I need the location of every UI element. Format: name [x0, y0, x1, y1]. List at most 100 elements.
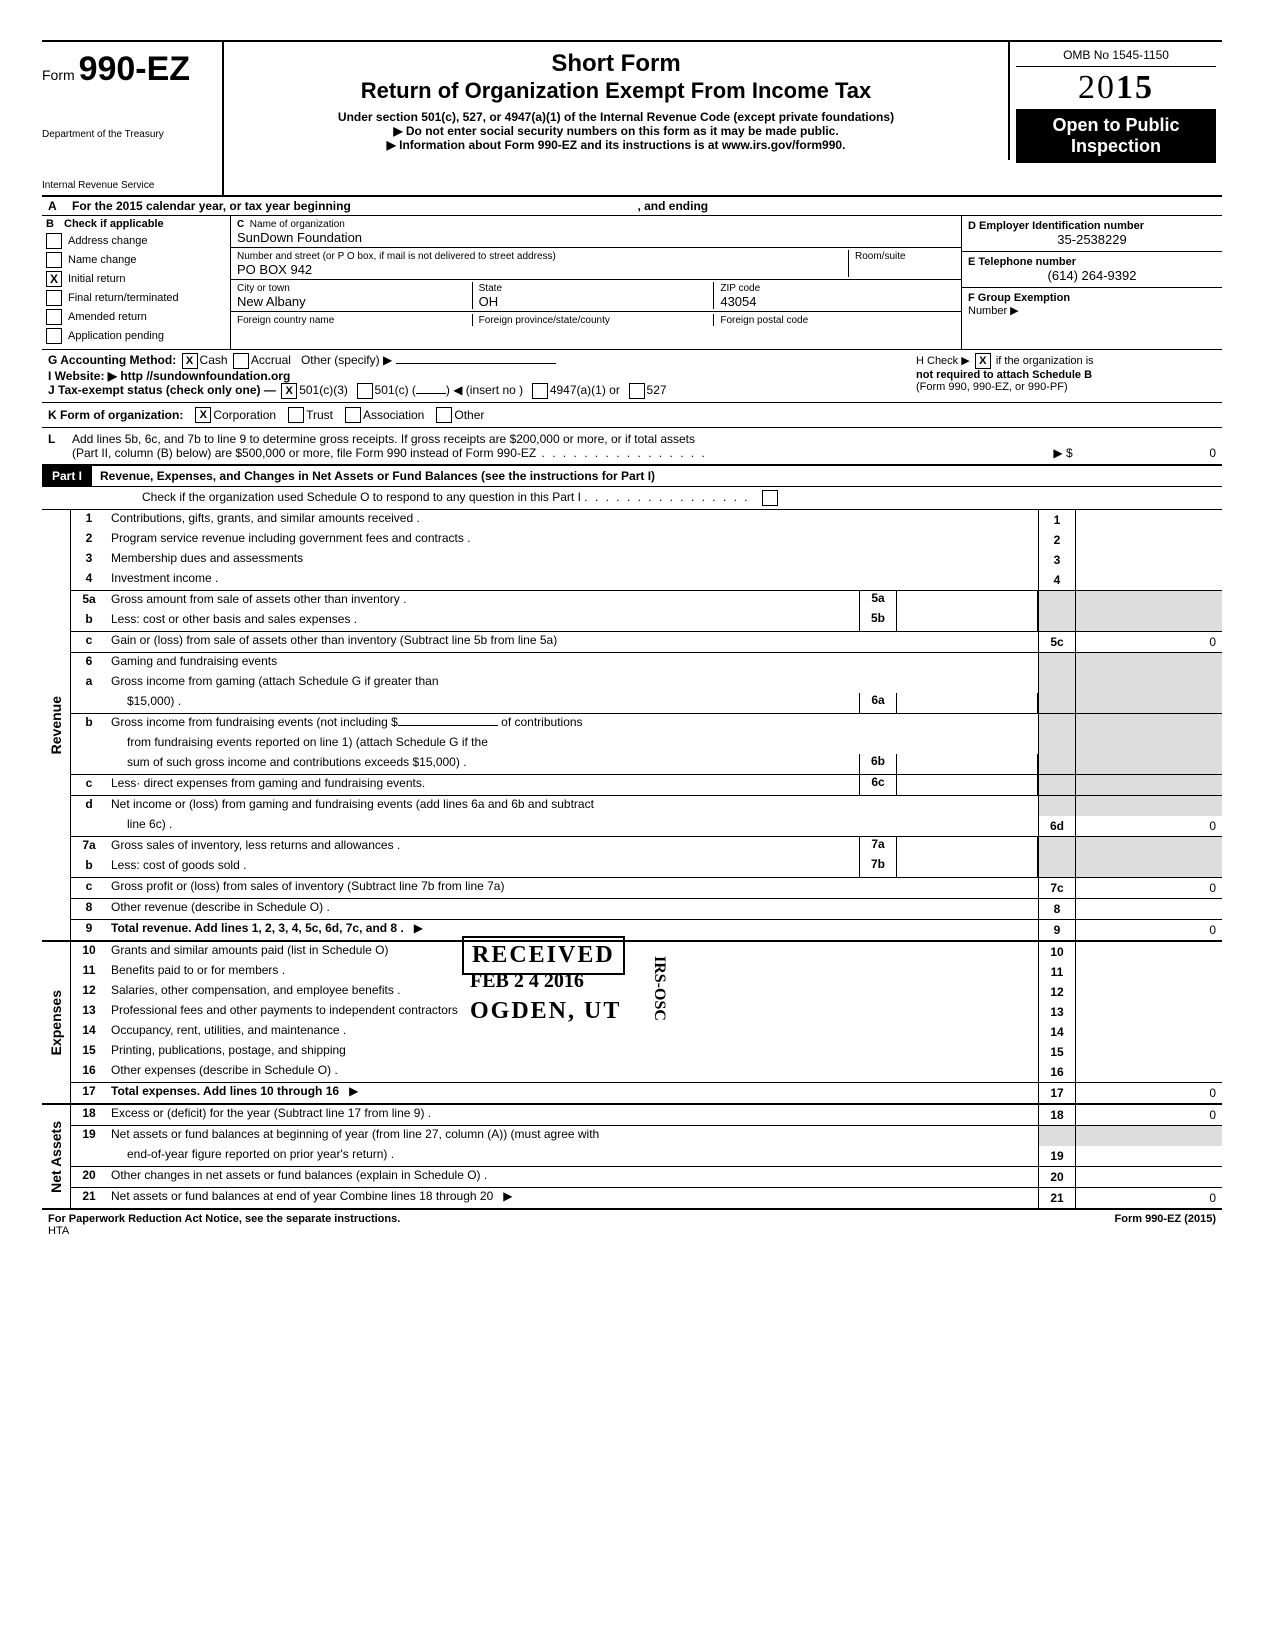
line-8: Other revenue (describe in Schedule O) .	[107, 899, 1038, 919]
form-label: Form 990-EZ Department of the Treasury I…	[42, 42, 224, 195]
line-6b3: sum of such gross income and contributio…	[107, 754, 859, 774]
val-21: 0	[1076, 1188, 1222, 1208]
lbl-final-return: Final return/terminated	[68, 292, 179, 304]
lbl-501c3: 501(c)(3)	[299, 383, 348, 397]
label-K: K Form of organization:	[48, 408, 183, 422]
omb-number: OMB No 1545-1150	[1016, 48, 1216, 67]
rowA-text: For the 2015 calendar year, or tax year …	[72, 199, 351, 213]
org-city: New Albany	[237, 294, 306, 309]
line-1: Contributions, gifts, grants, and simila…	[107, 510, 1038, 530]
L-text2: (Part II, column (B) below) are $500,000…	[72, 446, 536, 460]
ck-association[interactable]	[345, 407, 361, 423]
arrow-info: ▶ Information about Form 990-EZ and its …	[234, 138, 998, 152]
ck-527[interactable]	[629, 383, 645, 399]
label-L: L	[48, 432, 72, 460]
ck-accrual[interactable]	[233, 353, 249, 369]
ck-address-change[interactable]	[46, 233, 62, 249]
footer: For Paperwork Reduction Act Notice, see …	[42, 1210, 1222, 1240]
lbl-accrual: Accrual	[251, 353, 291, 367]
addr-label: Number and street (or P O box, if mail i…	[237, 251, 556, 262]
rowA-ending: , and ending	[637, 199, 708, 213]
line-7b: Less: cost of goods sold .	[107, 857, 859, 877]
label-A: A	[48, 199, 72, 213]
lbl-other-method: Other (specify) ▶	[301, 353, 392, 367]
line-17: Total expenses. Add lines 10 through 16	[111, 1084, 339, 1098]
line-6b1b: of contributions	[501, 715, 582, 729]
phone-label: E Telephone number	[968, 256, 1216, 268]
other-method-field[interactable]	[396, 363, 556, 364]
line-3: Membership dues and assessments	[107, 550, 1038, 570]
side-revenue-text: Revenue	[48, 696, 64, 754]
group-exemption-label: F Group Exemption	[968, 292, 1216, 304]
title-short-form: Short Form	[234, 50, 998, 78]
line-7a: Gross sales of inventory, less returns a…	[107, 837, 859, 857]
col-B: B Check if applicable Address change Nam…	[42, 216, 231, 349]
val-7c: 0	[1076, 878, 1222, 898]
line-16: Other expenses (describe in Schedule O) …	[107, 1062, 1038, 1082]
foreign-country-label: Foreign country name	[237, 315, 334, 326]
val-6d: 0	[1076, 816, 1222, 836]
L-arrow: ▶ $	[1053, 446, 1072, 460]
H-text4: (Form 990, 990-EZ, or 990-PF)	[916, 381, 1068, 393]
line-14: Occupancy, rent, utilities, and maintena…	[107, 1022, 1038, 1042]
footer-paperwork: For Paperwork Reduction Act Notice, see …	[48, 1213, 400, 1225]
ck-501c3[interactable]: X	[281, 383, 297, 399]
title-block: Short Form Return of Organization Exempt…	[224, 42, 1010, 160]
part-I-tag: Part I	[42, 466, 92, 486]
501c-insert[interactable]	[416, 393, 446, 394]
line-20: Other changes in net assets or fund bala…	[107, 1167, 1038, 1187]
val-5c: 0	[1076, 632, 1222, 652]
lbl-501c-b: ) ◀ (insert no )	[446, 383, 523, 397]
subtitle: Under section 501(c), 527, or 4947(a)(1)…	[234, 110, 998, 124]
dept-irs: Internal Revenue Service	[42, 180, 222, 191]
label-G: G Accounting Method:	[48, 353, 176, 367]
line-11: Benefits paid to or for members .	[107, 962, 1038, 982]
colB-head: Check if applicable	[64, 218, 164, 230]
val-17: 0	[1076, 1083, 1222, 1103]
lbl-amended-return: Amended return	[68, 311, 147, 323]
line-6: Gaming and fundraising events	[107, 653, 1038, 673]
6b-contrib-field[interactable]	[398, 725, 498, 726]
title-return: Return of Organization Exempt From Incom…	[234, 78, 998, 104]
ck-trust[interactable]	[288, 407, 304, 423]
label-H: H Check ▶	[916, 355, 970, 367]
ck-cash[interactable]: X	[182, 353, 198, 369]
ck-4947[interactable]	[532, 383, 548, 399]
ck-initial-return[interactable]: X	[46, 271, 62, 287]
ck-application-pending[interactable]	[46, 328, 62, 344]
label-C: C	[237, 219, 244, 230]
line-19b: end-of-year figure reported on prior yea…	[107, 1146, 1038, 1166]
row-GIJ: G Accounting Method: XCash Accrual Other…	[42, 350, 1222, 403]
org-name: SunDown Foundation	[237, 230, 362, 245]
side-revenue: Revenue	[42, 510, 71, 940]
lbl-application-pending: Application pending	[68, 330, 164, 342]
org-address: PO BOX 942	[237, 262, 312, 277]
open-line2: Inspection	[1016, 136, 1216, 157]
line-12: Salaries, other compensation, and employ…	[107, 982, 1038, 1002]
line-6a1: Gross income from gaming (attach Schedul…	[107, 673, 1038, 693]
tax-year: 2015	[1016, 67, 1216, 109]
line-4: Investment income .	[107, 570, 1038, 590]
zip-label: ZIP code	[720, 283, 760, 294]
ck-final-return[interactable]	[46, 290, 62, 306]
line-6b1: Gross income from fundraising events (no…	[111, 715, 398, 729]
ck-other-org[interactable]	[436, 407, 452, 423]
label-J: J Tax-exempt status (check only one) —	[48, 383, 276, 397]
line-15: Printing, publications, postage, and shi…	[107, 1042, 1038, 1062]
label-I: I Website: ▶ http //sundownfoundation.or…	[48, 369, 290, 383]
ck-corporation[interactable]: X	[195, 407, 211, 423]
part-I-header: Part I Revenue, Expenses, and Changes in…	[42, 466, 1222, 487]
foreign-postal-label: Foreign postal code	[720, 315, 808, 326]
org-state: OH	[479, 294, 499, 309]
val-9: 0	[1076, 920, 1222, 940]
ein-value: 35-2538229	[968, 232, 1216, 247]
ck-amended-return[interactable]	[46, 309, 62, 325]
ck-501c[interactable]	[357, 383, 373, 399]
footer-hta: HTA	[48, 1225, 69, 1237]
ein-label: D Employer Identification number	[968, 220, 1216, 232]
ck-schedule-o[interactable]	[762, 490, 778, 506]
ck-name-change[interactable]	[46, 252, 62, 268]
lbl-527: 527	[647, 383, 667, 397]
ck-no-schedule-b[interactable]: X	[975, 353, 991, 369]
line-13: Professional fees and other payments to …	[107, 1002, 1038, 1022]
